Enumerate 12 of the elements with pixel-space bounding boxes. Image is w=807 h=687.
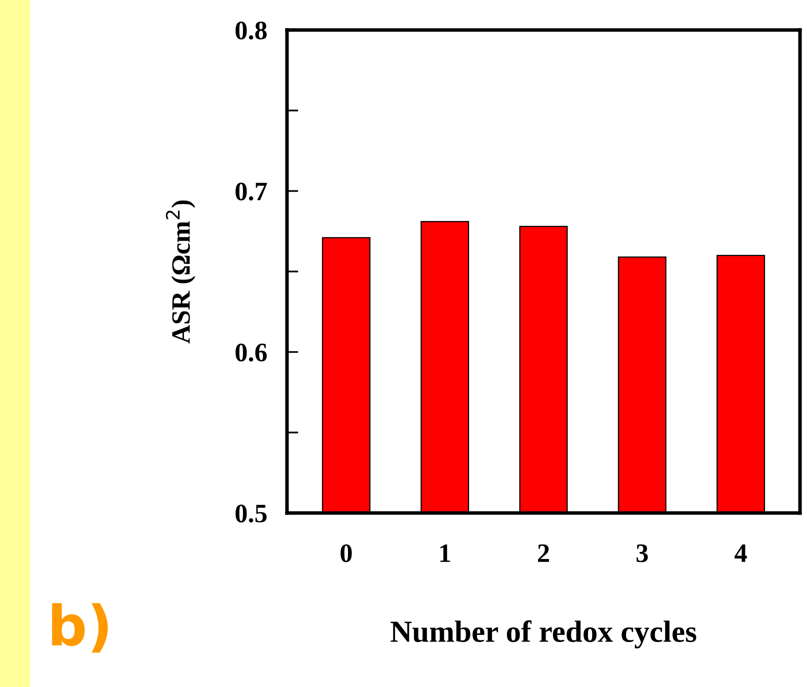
y-tick-label: 0.6 [236, 344, 267, 362]
y-axis-title: ASR (Ωcm$^{2}$) [166, 200, 196, 344]
x-tick-label: 0 [340, 544, 352, 562]
x-tick-label: 2 [538, 544, 549, 562]
y-tick-label: 0.5 [236, 504, 267, 523]
x-tick-label: 1 [440, 544, 450, 562]
y-tick-label: 0.8 [236, 22, 267, 40]
x-tick-label: 4 [734, 544, 747, 562]
text: b) [52, 603, 108, 653]
y-tick-label: 0.7 [236, 182, 267, 201]
x-axis-title: Number of redox cycles [390, 620, 696, 648]
x-tick-label: 3 [636, 544, 648, 562]
